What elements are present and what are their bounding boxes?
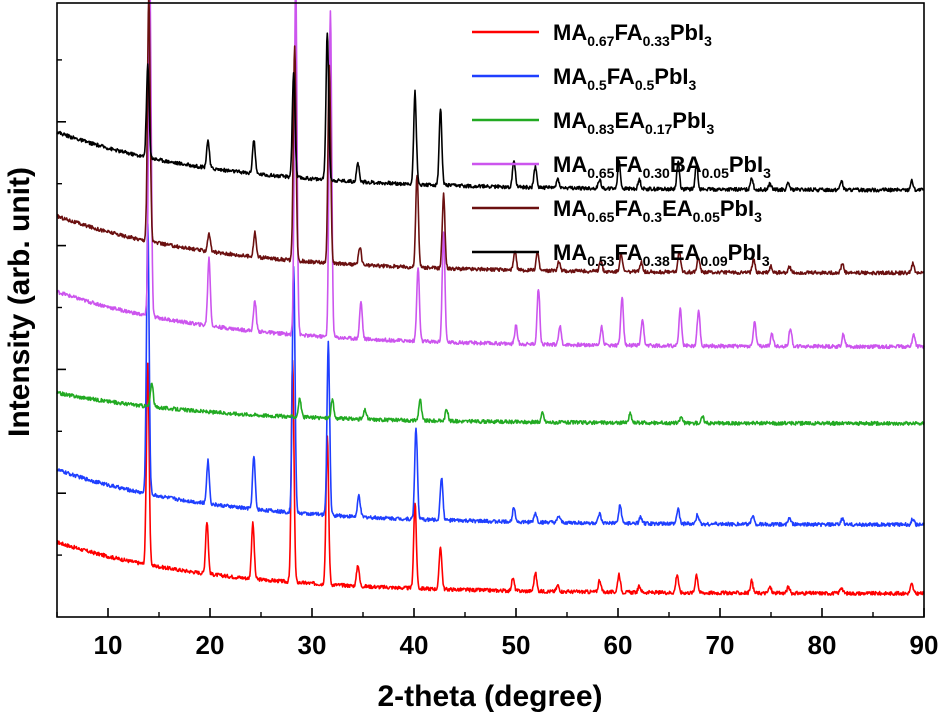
y-axis-title: Intensity (arb. unit) <box>3 167 36 437</box>
x-tick-label: 80 <box>808 630 837 660</box>
series-line-6 <box>56 32 925 193</box>
x-tick-label: 20 <box>196 630 225 660</box>
series-line-3 <box>56 382 925 427</box>
legend-label-6: MA0.53FA0.38EA0.09PbI3 <box>553 240 770 269</box>
x-tick-label: 90 <box>910 630 939 660</box>
series-line-5 <box>56 0 925 276</box>
x-tick-label: 50 <box>502 630 531 660</box>
legend-label-2: MA0.5FA0.5PbI3 <box>553 64 697 93</box>
legend-label-4: MA0.65FA0.30BA0.05PbI3 <box>553 152 771 181</box>
x-tick-label: 70 <box>706 630 735 660</box>
plot-frame <box>56 2 925 618</box>
legend-label-5: MA0.65FA0.3EA0.05PbI3 <box>553 196 762 225</box>
legend-label-3: MA0.83EA0.17PbI3 <box>553 108 715 137</box>
series-line-1 <box>56 359 925 597</box>
series-traces <box>56 0 925 597</box>
legend: MA0.67FA0.33PbI3 MA0.5FA0.5PbI3 MA0.83EA0.… <box>472 20 771 269</box>
legend-label-1: MA0.67FA0.33PbI3 <box>553 20 712 49</box>
x-tick-label: 40 <box>400 630 429 660</box>
x-tick-labels: 10 20 30 40 50 60 70 80 90 <box>94 630 939 660</box>
x-tick-label: 10 <box>94 630 123 660</box>
x-tick-label: 30 <box>298 630 327 660</box>
x-tick-label: 60 <box>604 630 633 660</box>
x-axis-title: 2-theta (degree) <box>377 680 602 713</box>
series-line-4 <box>56 0 925 350</box>
series-line-2 <box>56 222 925 528</box>
axes <box>56 2 925 618</box>
